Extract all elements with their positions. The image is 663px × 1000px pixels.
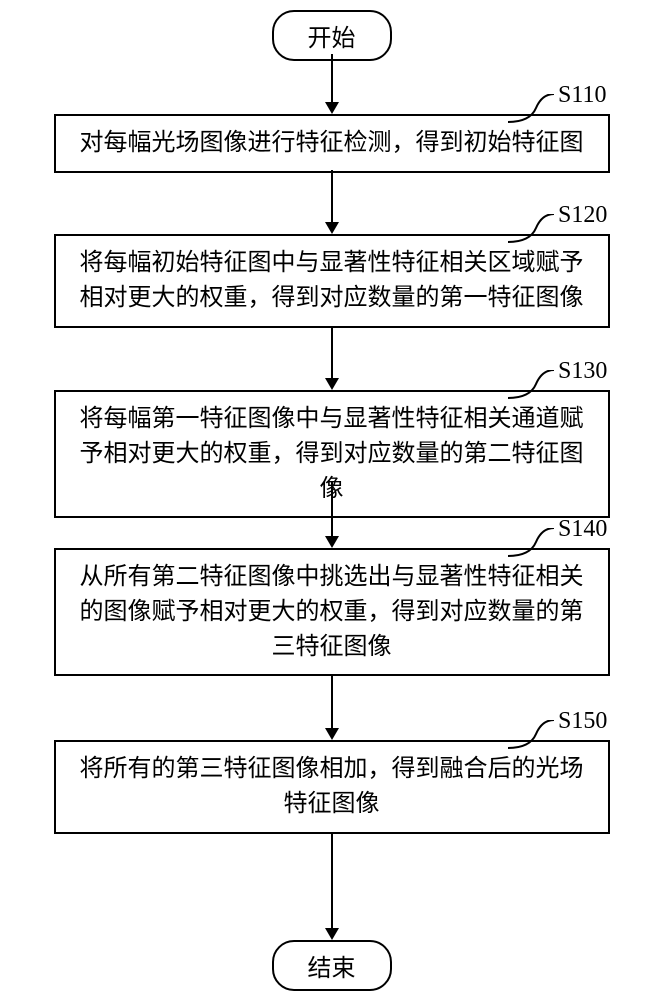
flow-arrowhead-2 bbox=[325, 378, 339, 390]
flow-label-s110: S110 bbox=[558, 82, 606, 109]
flow-callout-s130 bbox=[508, 370, 554, 400]
flow-arrow-5 bbox=[331, 832, 333, 928]
flow-process-s120: 将每幅初始特征图中与显著性特征相关区域赋予相对更大的权重，得到对应数量的第一特征… bbox=[54, 234, 610, 328]
flow-arrow-2 bbox=[331, 326, 333, 378]
flow-arrow-4 bbox=[331, 674, 333, 728]
flow-label-s130: S130 bbox=[558, 358, 607, 385]
flow-start-label: 开始 bbox=[308, 26, 356, 52]
flow-process-s120-text: 将每幅初始特征图中与显著性特征相关区域赋予相对更大的权重，得到对应数量的第一特征… bbox=[80, 250, 584, 311]
flow-process-s150: 将所有的第三特征图像相加，得到融合后的光场特征图像 bbox=[54, 740, 610, 834]
flow-arrow-1 bbox=[331, 170, 333, 222]
flow-label-s150: S150 bbox=[558, 708, 607, 735]
flow-arrow-3 bbox=[331, 482, 333, 536]
flow-arrowhead-3 bbox=[325, 536, 339, 548]
flow-process-s150-text: 将所有的第三特征图像相加，得到融合后的光场特征图像 bbox=[80, 756, 584, 817]
flow-arrowhead-0 bbox=[325, 102, 339, 114]
flow-process-s140-text: 从所有第二特征图像中挑选出与显著性特征相关的图像赋予相对更大的权重，得到对应数量… bbox=[80, 564, 584, 660]
flow-process-s140: 从所有第二特征图像中挑选出与显著性特征相关的图像赋予相对更大的权重，得到对应数量… bbox=[54, 548, 610, 676]
flow-arrow-0 bbox=[331, 54, 333, 102]
flow-process-s110-text: 对每幅光场图像进行特征检测，得到初始特征图 bbox=[80, 130, 584, 156]
flow-end-label: 结束 bbox=[308, 956, 356, 982]
flow-label-s140: S140 bbox=[558, 516, 607, 543]
flow-arrowhead-1 bbox=[325, 222, 339, 234]
flow-callout-s110 bbox=[508, 94, 554, 124]
flow-callout-s140 bbox=[508, 528, 554, 558]
flow-callout-s150 bbox=[508, 720, 554, 750]
flow-callout-s120 bbox=[508, 214, 554, 244]
flow-arrowhead-4 bbox=[325, 728, 339, 740]
flow-arrowhead-5 bbox=[325, 928, 339, 940]
flow-end-terminal: 结束 bbox=[272, 940, 392, 991]
flow-label-s120: S120 bbox=[558, 202, 607, 229]
